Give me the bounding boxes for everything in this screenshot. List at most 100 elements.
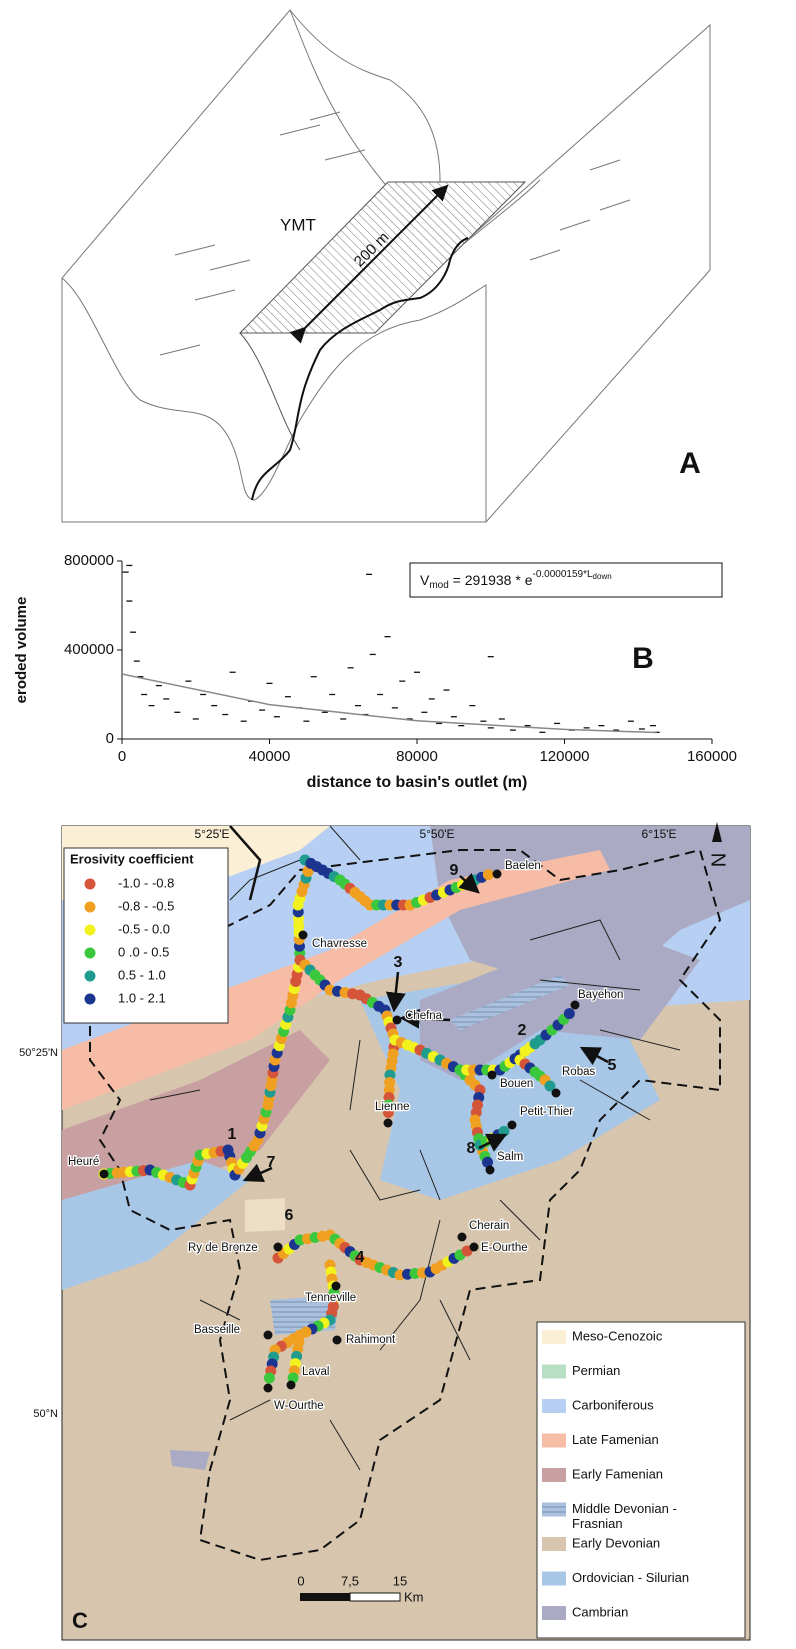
place-dot (552, 1089, 561, 1098)
site-number: 7 (267, 1154, 276, 1171)
legend-swatch (542, 1606, 566, 1620)
legend-swatch (542, 1399, 566, 1413)
legend-label: Carboniferous (572, 1397, 654, 1412)
place-dot (508, 1121, 517, 1130)
fit-line (122, 674, 657, 732)
place-label: Cherain (469, 1220, 509, 1232)
legend-label: 1.0 - 2.1 (118, 990, 166, 1005)
lon-label: 6°15'E (641, 827, 676, 841)
place-label: Baelen (505, 860, 541, 872)
x-tick-label: 120000 (539, 748, 589, 765)
place-dot (470, 1243, 479, 1252)
lat-label: 50°25'N (19, 1047, 58, 1059)
north-label: N (707, 853, 729, 867)
place-label: Chefna (405, 1010, 443, 1022)
erosivity-dot (564, 1008, 575, 1019)
x-tick-label: 160000 (687, 748, 737, 765)
y-tick-label: 400000 (64, 641, 114, 658)
panel-label: C (72, 1608, 88, 1633)
place-label: Chavresse (312, 938, 367, 950)
place-label: Petit-Thier (520, 1106, 573, 1118)
place-label: Basseille (194, 1324, 240, 1336)
geo-unit (245, 1198, 285, 1232)
legend-swatch (542, 1434, 566, 1448)
place-dot (384, 1119, 393, 1128)
place-label: Robas (562, 1066, 595, 1078)
legend-label: Meso-Cenozoic (572, 1328, 663, 1343)
legend-swatch (85, 971, 96, 982)
place-dot (571, 1001, 580, 1010)
legend-swatch (542, 1572, 566, 1586)
lat-label: 50°N (33, 1408, 58, 1420)
equation-part: mod (429, 580, 448, 591)
scatter-chart: Vmod = 291938 * e-0.0000159*Ldown B dist… (13, 552, 737, 791)
place-dot (493, 870, 502, 879)
scale-label: Km (404, 1589, 424, 1604)
place-dot (287, 1381, 296, 1390)
lon-label: 5°25'E (194, 827, 229, 841)
place-label: Salm (497, 1151, 523, 1163)
place-dot (264, 1331, 273, 1340)
panel-label: A (679, 447, 701, 480)
legend-swatch (85, 994, 96, 1005)
legend-label: Late Famenian (572, 1432, 659, 1447)
map: N 0 7,5 15 Km C 5°25'E 5°50'E 6°15'E 50°… (19, 822, 750, 1640)
panel-label: B (632, 642, 654, 675)
equation-part: = 291938 * e (449, 572, 533, 588)
legend-swatch (85, 879, 96, 890)
place-dot (264, 1384, 273, 1393)
legend-swatch (542, 1468, 566, 1482)
place-label: Heuré (68, 1156, 99, 1168)
legend-swatch (85, 925, 96, 936)
site-number: 1 (228, 1126, 237, 1143)
place-dot (100, 1170, 109, 1179)
site-number: 9 (450, 862, 459, 879)
scale-label: 0 (297, 1573, 304, 1588)
x-tick-label: 0 (118, 748, 126, 765)
lon-label: 5°50'E (419, 827, 454, 841)
place-label: Bouen (500, 1078, 533, 1090)
legend-swatch (542, 1365, 566, 1379)
legend-swatch (85, 948, 96, 959)
erosivity-dot (264, 1373, 275, 1384)
legend-label: Early Devonian (572, 1535, 660, 1550)
legend-label: -0.8 - -0.5 (118, 898, 174, 913)
equation-part: down (593, 572, 612, 581)
scale-label: 15 (393, 1573, 407, 1588)
x-axis-title: distance to basin's outlet (m) (307, 774, 528, 791)
legend-label: -1.0 - -0.8 (118, 875, 174, 890)
place-label: Bayehon (578, 989, 623, 1001)
y-tick-label: 800000 (64, 552, 114, 569)
site-number: 5 (608, 1057, 617, 1074)
legend-swatch (542, 1537, 566, 1551)
legend-label: -0.5 - 0.0 (118, 921, 170, 936)
place-label: Tenneville (305, 1292, 356, 1304)
place-dot (393, 1016, 402, 1025)
y-tick-label: 0 (106, 730, 114, 747)
place-dot (274, 1243, 283, 1252)
place-dot (333, 1336, 342, 1345)
legend-label: Middle Devonian - (572, 1501, 677, 1516)
place-dot (488, 1071, 497, 1080)
legend-label: Frasnian (572, 1516, 623, 1531)
place-label: E-Ourthe (481, 1242, 528, 1254)
legend-label: Permian (572, 1363, 620, 1378)
place-label: Ry de Bronze (188, 1242, 258, 1254)
site-number: 3 (394, 954, 403, 971)
place-dot (299, 931, 308, 940)
site-number: 2 (518, 1022, 527, 1039)
legend-swatch (85, 902, 96, 913)
legend-swatch (542, 1330, 566, 1344)
site-number: 4 (356, 1249, 365, 1266)
legend-label: 0 .0 - 0.5 (118, 944, 169, 959)
block-diagram (62, 10, 710, 522)
legend-swatch (542, 1503, 566, 1517)
legend-label: Cambrian (572, 1604, 628, 1619)
x-tick-label: 40000 (249, 748, 291, 765)
legend-title: Erosivity coefficient (70, 851, 194, 866)
erosivity-dot (483, 869, 494, 880)
site-number: 6 (285, 1207, 294, 1224)
legend-label: Ordovician - Silurian (572, 1570, 689, 1585)
figure: YMT 200 m A Vmod = 291938 * e-0.0000159*… (0, 0, 796, 1649)
equation-part: -0.0000159*L (532, 569, 592, 580)
